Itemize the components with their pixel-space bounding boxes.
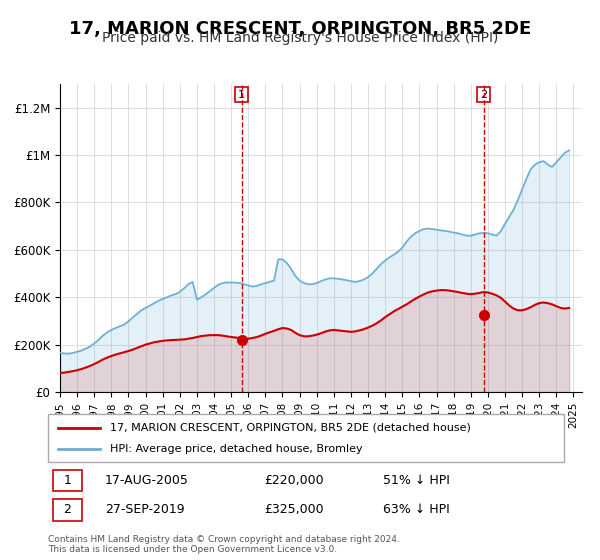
FancyBboxPatch shape bbox=[48, 414, 564, 462]
Text: 2: 2 bbox=[64, 503, 71, 516]
Text: 17, MARION CRESCENT, ORPINGTON, BR5 2DE (detached house): 17, MARION CRESCENT, ORPINGTON, BR5 2DE … bbox=[110, 423, 471, 433]
Text: 17, MARION CRESCENT, ORPINGTON, BR5 2DE: 17, MARION CRESCENT, ORPINGTON, BR5 2DE bbox=[69, 20, 531, 38]
Text: 63% ↓ HPI: 63% ↓ HPI bbox=[383, 503, 450, 516]
Text: 51% ↓ HPI: 51% ↓ HPI bbox=[383, 474, 450, 487]
Text: 17-AUG-2005: 17-AUG-2005 bbox=[105, 474, 188, 487]
Text: 2: 2 bbox=[480, 90, 487, 100]
FancyBboxPatch shape bbox=[53, 500, 82, 521]
Text: 1: 1 bbox=[64, 474, 71, 487]
Text: Contains HM Land Registry data © Crown copyright and database right 2024.
This d: Contains HM Land Registry data © Crown c… bbox=[48, 535, 400, 554]
Text: HPI: Average price, detached house, Bromley: HPI: Average price, detached house, Brom… bbox=[110, 444, 362, 454]
Text: £325,000: £325,000 bbox=[265, 503, 325, 516]
FancyBboxPatch shape bbox=[53, 470, 82, 491]
Text: £220,000: £220,000 bbox=[265, 474, 325, 487]
Text: 1: 1 bbox=[238, 90, 245, 100]
Text: Price paid vs. HM Land Registry's House Price Index (HPI): Price paid vs. HM Land Registry's House … bbox=[102, 31, 498, 45]
Text: 27-SEP-2019: 27-SEP-2019 bbox=[105, 503, 184, 516]
